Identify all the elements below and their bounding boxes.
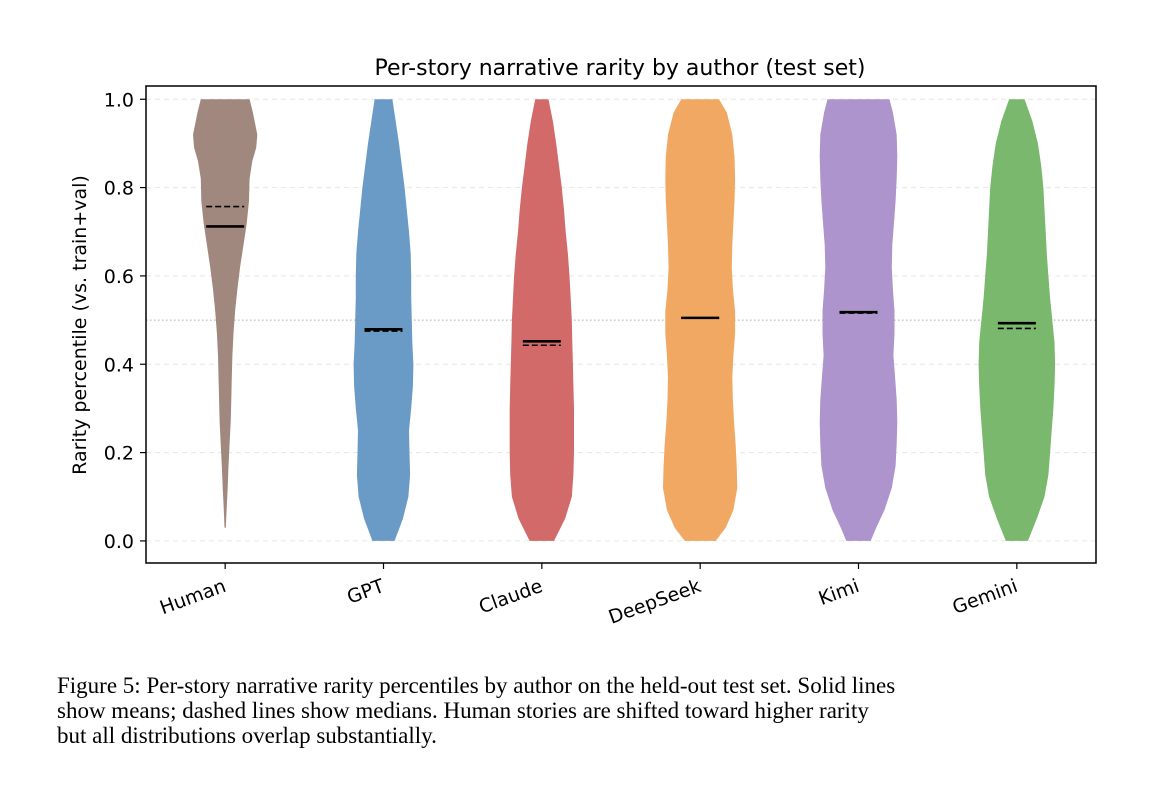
y-tick-label: 0.8 xyxy=(104,178,134,200)
x-axis: Human GPT Claude DeepSeek Kimi Gemini xyxy=(157,563,1021,629)
x-tick-label: Human xyxy=(157,575,229,619)
violin-gemini xyxy=(978,99,1056,541)
y-axis-label: Rarity percentile (vs. train+val) xyxy=(69,175,91,475)
caption-line-2: show means; dashed lines show medians. H… xyxy=(57,698,869,723)
caption-line-1: Figure 5: Per-story narrative rarity per… xyxy=(57,673,896,698)
y-tick-label: 0.2 xyxy=(104,443,134,465)
y-axis: 0.0 0.2 0.4 0.6 0.8 1.0 xyxy=(104,89,146,553)
violin-human xyxy=(193,99,258,528)
x-tick-label: GPT xyxy=(344,575,387,609)
x-tick-label: Kimi xyxy=(816,575,863,610)
mean-median-lines xyxy=(206,205,1036,347)
x-tick-label: Claude xyxy=(476,575,546,618)
violin-deepseek xyxy=(663,99,738,541)
y-tick-label: 0.0 xyxy=(104,531,134,553)
x-tick-label: Gemini xyxy=(950,575,1021,619)
violin-chart: Per-story narrative rarity by author (te… xyxy=(69,56,1097,629)
caption-line-3: but all distributions overlap substantia… xyxy=(57,723,437,748)
violin-kimi xyxy=(819,99,898,541)
x-tick-label: DeepSeek xyxy=(606,575,704,629)
violins xyxy=(193,99,1056,541)
y-tick-label: 0.4 xyxy=(104,354,134,376)
chart-title: Per-story narrative rarity by author (te… xyxy=(375,56,866,81)
gridlines xyxy=(146,98,1096,542)
y-tick-label: 0.6 xyxy=(104,266,134,288)
plot-frame xyxy=(145,85,1097,564)
figure-caption: Figure 5: Per-story narrative rarity per… xyxy=(57,673,1117,748)
y-tick-label: 1.0 xyxy=(104,89,134,111)
violin-gpt xyxy=(353,99,414,541)
violin-claude xyxy=(509,99,574,541)
